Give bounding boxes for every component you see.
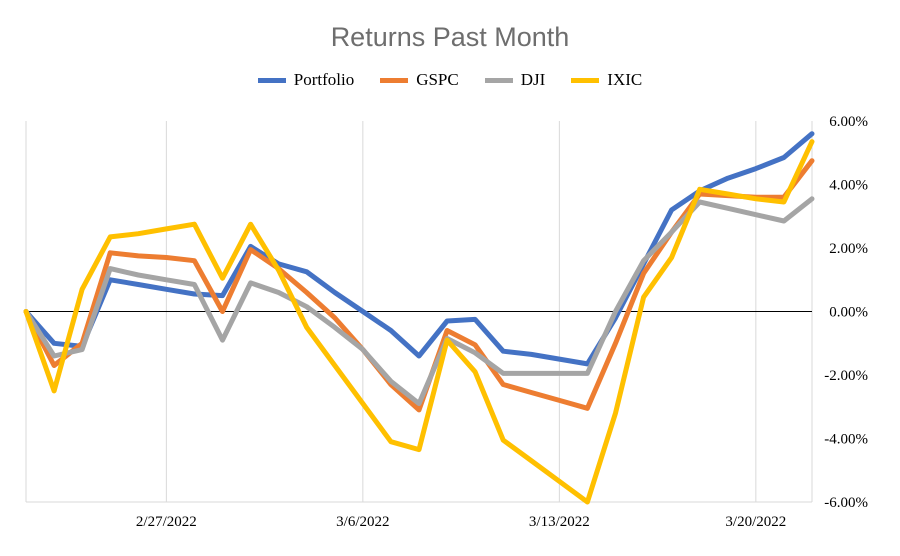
legend: Portfolio GSPC DJI IXIC	[0, 70, 900, 90]
legend-item-dji: DJI	[484, 70, 546, 90]
y-tick-label: -2.00%	[824, 368, 868, 384]
y-tick-label: -4.00%	[824, 432, 868, 448]
x-tick-label: 3/20/2022	[725, 514, 786, 530]
legend-label-dji: DJI	[520, 70, 546, 89]
legend-label-gspc: GSPC	[416, 70, 459, 89]
legend-item-portfolio: Portfolio	[257, 70, 355, 90]
x-tick-label: 2/27/2022	[136, 514, 197, 530]
legend-label-ixic: IXIC	[607, 70, 643, 89]
y-tick-label: 2.00%	[829, 241, 868, 257]
x-tick-label: 3/6/2022	[336, 514, 389, 530]
chart-title: Returns Past Month	[330, 22, 570, 52]
legend-item-gspc: GSPC	[380, 70, 459, 90]
legend-label-portfolio: Portfolio	[293, 70, 355, 89]
legend-swatch-gspc	[380, 77, 409, 83]
series-line-dji	[23, 196, 815, 407]
legend-item-ixic: IXIC	[571, 70, 642, 90]
legend-swatch-ixic	[571, 77, 600, 83]
legend-swatch-portfolio	[257, 77, 286, 83]
legend-swatch-dji	[484, 77, 513, 83]
series-line-ixic	[23, 139, 815, 505]
y-tick-label: 0.00%	[829, 305, 868, 321]
y-tick-label: 4.00%	[829, 178, 868, 194]
y-tick-label: 6.00%	[829, 114, 868, 130]
x-tick-label: 3/13/2022	[529, 514, 590, 530]
series-line-portfolio	[23, 131, 815, 367]
y-tick-label: -6.00%	[824, 495, 868, 511]
